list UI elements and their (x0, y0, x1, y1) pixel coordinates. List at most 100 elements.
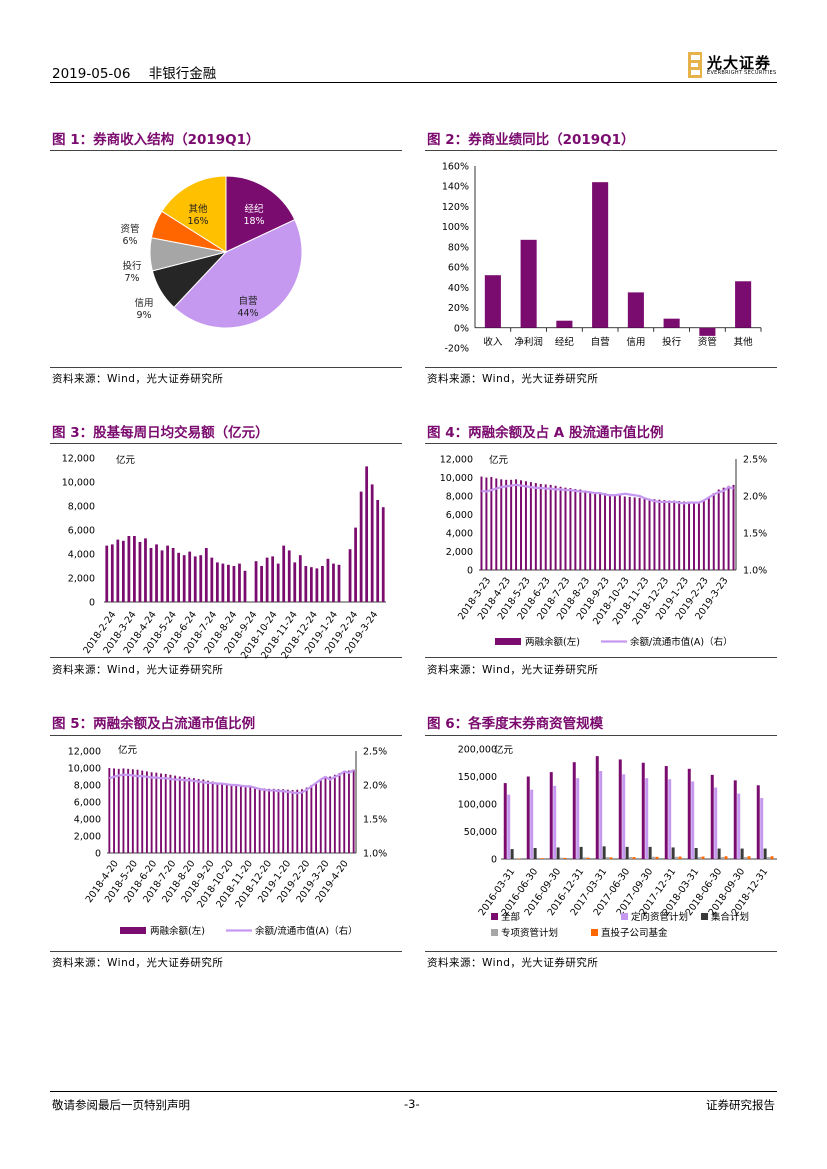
figure-2-bottom-rule (425, 367, 777, 368)
bar (604, 493, 607, 570)
axis-tick-label: 1.0% (743, 566, 767, 577)
bar (192, 778, 195, 853)
bar (160, 550, 164, 602)
legend-label: 直投子公司基金 (601, 927, 668, 939)
bar (699, 327, 716, 336)
bar (155, 544, 158, 602)
legend-swatch-balance (120, 927, 146, 934)
bar (133, 536, 136, 602)
bar-0 (595, 756, 599, 859)
bar (354, 527, 357, 602)
axis-tick-label: 4,000 (68, 550, 95, 561)
bar (554, 485, 557, 570)
bar (658, 499, 661, 570)
bar (359, 491, 363, 602)
bar (171, 548, 175, 602)
axis-tick-label: 2.0% (743, 492, 767, 503)
legend-swatch (491, 913, 498, 920)
bar (569, 488, 572, 570)
figure-4-title: 图 4：两融余额及占 A 股流通市值比例 (427, 425, 664, 441)
report-sector: 非银行金融 (148, 66, 217, 82)
axis-tick-label: 0 (467, 566, 473, 577)
bar (293, 562, 297, 602)
bar (643, 498, 646, 570)
axis-tick-label: 2,000 (74, 832, 101, 843)
unit-label: 亿元 (116, 454, 136, 466)
bar (564, 487, 567, 570)
bar-4 (517, 858, 521, 859)
bar (108, 768, 111, 853)
bar (735, 281, 752, 328)
bar (319, 779, 322, 853)
bar (365, 466, 369, 602)
x-tick-label: 资管 (698, 336, 717, 348)
bar (193, 556, 197, 602)
bar (182, 555, 186, 602)
bar (321, 566, 324, 602)
bar (215, 562, 219, 602)
figure-3-source: 资料来源：Wind，光大证券研究所 (52, 664, 224, 676)
bar-0 (503, 783, 507, 859)
legend-label: 集合计划 (711, 911, 749, 923)
bar (110, 544, 114, 602)
bar (298, 555, 302, 602)
bar (717, 489, 720, 570)
bar (653, 499, 656, 570)
bar (138, 542, 142, 602)
bar-3 (537, 857, 541, 859)
bar (105, 545, 109, 602)
bar (352, 769, 355, 853)
bar (623, 496, 626, 570)
ratio-line (109, 769, 355, 795)
bar-0 (664, 766, 668, 859)
axis-tick-label: 1.5% (363, 815, 387, 826)
bar-3 (629, 857, 633, 859)
pie-label-pct: 18% (243, 216, 264, 227)
bar-0 (710, 774, 714, 859)
bar (178, 776, 181, 853)
bar (673, 500, 676, 570)
bar-1 (576, 778, 580, 859)
axis-tick-label: 6,000 (74, 798, 101, 809)
bar (296, 789, 299, 853)
bar (239, 785, 242, 853)
bar (265, 557, 269, 602)
bar (174, 775, 177, 853)
bar (608, 494, 611, 570)
bar (116, 539, 120, 602)
figure-1-bottom-rule (50, 367, 402, 368)
bar (520, 239, 537, 328)
bar (688, 501, 691, 570)
bar (727, 485, 730, 570)
bar (271, 556, 275, 602)
bar-4 (747, 856, 751, 859)
x-tick-label: 收入 (483, 336, 503, 348)
legend-label: 定向资管计划 (631, 911, 688, 923)
bar (524, 481, 527, 570)
bar (127, 768, 130, 853)
axis-tick-label: 8,000 (446, 492, 473, 503)
legend-swatch (591, 929, 598, 936)
logo-en-text: EVERBRIGHT SECURITIES (707, 70, 777, 76)
bar (599, 492, 602, 570)
figure-1-source: 资料来源：Wind，光大证券研究所 (52, 373, 224, 385)
bar (332, 563, 335, 602)
bar-1 (507, 794, 511, 859)
bar-0 (549, 772, 553, 859)
header-rule (50, 82, 777, 83)
footer-report-type: 证券研究报告 (706, 1098, 775, 1112)
legend-label-ratio: 余额/流通市值(A)（右） (630, 636, 733, 648)
pie-label-name: 经纪 (244, 203, 264, 215)
bar (343, 771, 346, 853)
chart-5-combo: 0 2,000 4,000 6,000 8,000 10,000 12,000 1.0% 1.5… (68, 744, 387, 937)
figure-6-title: 图 6：各季度末券商资管规模 (427, 716, 604, 732)
bar (183, 776, 186, 853)
bar (559, 486, 562, 570)
bar-2 (740, 848, 744, 859)
bar (113, 768, 115, 853)
bar (702, 499, 705, 570)
bar (556, 320, 573, 328)
pie-slice (161, 175, 227, 253)
